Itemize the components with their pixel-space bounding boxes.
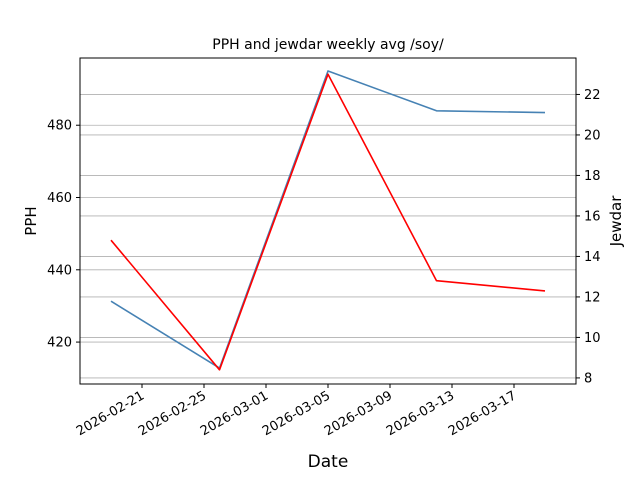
left-y-axis: 420 440 460 480	[47, 119, 80, 351]
chart-title: PPH and jewdar weekly avg /soy/	[212, 37, 444, 53]
series-group	[110, 70, 546, 371]
right-tick-label: 14	[584, 250, 601, 265]
left-tick-label: 480	[47, 119, 72, 134]
right-tick-label: 12	[584, 290, 601, 305]
right-y-axis: 8 10 12 14 16 18 20 22	[576, 88, 601, 386]
right-y-axis-title: Jewdar	[607, 195, 625, 248]
left-tick-label: 460	[47, 191, 72, 206]
right-tick-label: 16	[584, 209, 601, 224]
right-tick-label: 10	[584, 331, 601, 346]
right-tick-label: 20	[584, 128, 601, 143]
right-tick-label: 18	[584, 169, 601, 184]
left-y-axis-title: PPH	[22, 206, 40, 235]
right-tick-label: 8	[584, 371, 592, 386]
left-tick-label: 420	[47, 336, 72, 351]
jewdar-series-line	[110, 73, 546, 371]
left-tick-label: 440	[47, 263, 72, 278]
x-axis-title: Date	[308, 452, 349, 472]
pph-series-line	[110, 70, 546, 369]
grid	[80, 94, 576, 379]
right-tick-label: 22	[584, 88, 601, 103]
